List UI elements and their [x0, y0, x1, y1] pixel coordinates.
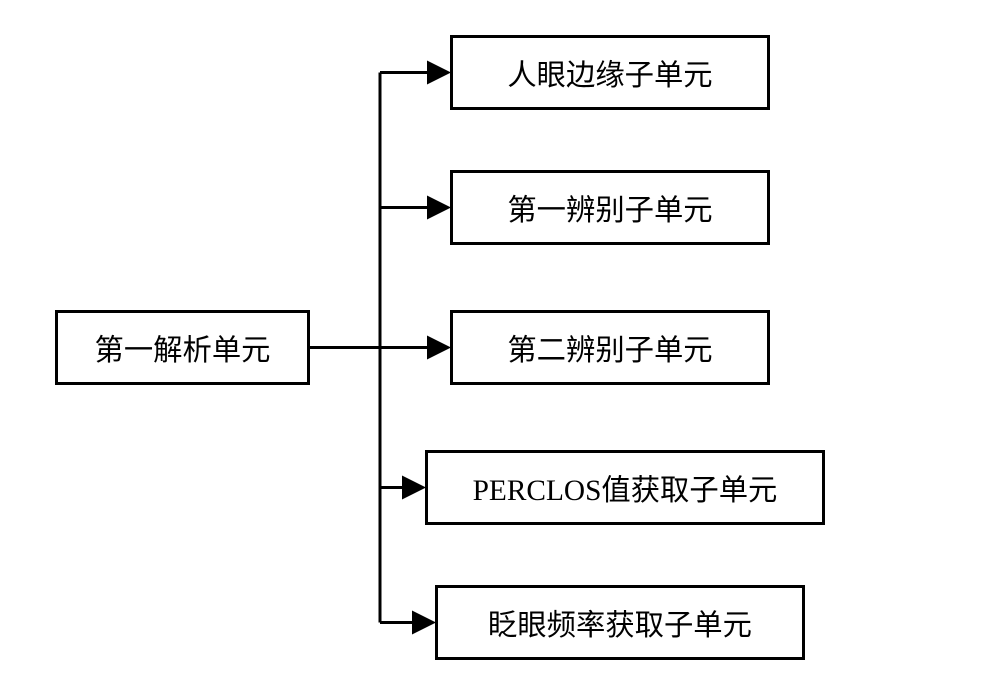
target-node: 眨眼频率获取子单元 — [435, 585, 805, 660]
source-node: 第一解析单元 — [55, 310, 310, 385]
target-node: 第一辨别子单元 — [450, 170, 770, 245]
target-node-label: PERCLOS值获取子单元 — [473, 467, 778, 509]
target-node-label: 第二辨别子单元 — [507, 327, 712, 369]
target-node: 人眼边缘子单元 — [450, 35, 770, 110]
source-node-label: 第一解析单元 — [95, 327, 271, 369]
target-node-label: 第一辨别子单元 — [507, 187, 712, 229]
target-node-label: 眨眼频率获取子单元 — [488, 602, 752, 644]
target-node: 第二辨别子单元 — [450, 310, 770, 385]
target-node-label: 人眼边缘子单元 — [507, 52, 712, 94]
target-node: PERCLOS值获取子单元 — [425, 450, 825, 525]
